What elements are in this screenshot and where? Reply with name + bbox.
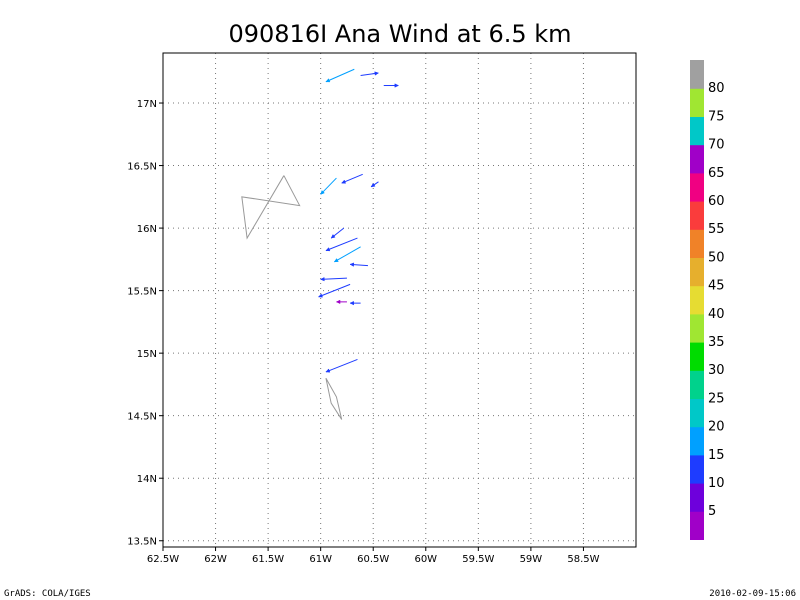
wind-vector	[349, 262, 369, 267]
colorbar: 5 10 15 20 25 30 35 40 45 50 55 60 65 70 75 80	[690, 60, 725, 540]
colorbar-segment	[690, 285, 704, 315]
colorbar-segment	[690, 398, 704, 428]
y-axis-ticks: 13.5N 14N 14.5N 15N 15.5N 16N 16.5N 17N	[127, 99, 163, 548]
colorbar-label: 20	[708, 420, 725, 435]
colorbar-label: 45	[708, 279, 725, 294]
x-tick-label: 62W	[204, 554, 227, 565]
x-tick-label: 59.5W	[462, 554, 494, 565]
footer-right: 2010-02-09-15:06	[709, 589, 796, 599]
x-tick-label: 58.5W	[567, 554, 599, 565]
wind-vector	[330, 227, 345, 239]
island-coastline	[325, 377, 343, 420]
colorbar-label: 55	[708, 222, 725, 237]
x-axis-ticks: 62.5W 62W 61.5W 61W 60.5W 60W 59.5W 59W 58.5W	[147, 547, 600, 565]
colorbar-segment	[690, 511, 704, 540]
wind-vector	[318, 283, 351, 298]
colorbar-label: 35	[708, 335, 725, 350]
wind-vector	[325, 68, 355, 83]
colorbar-label: 40	[708, 307, 725, 322]
colorbar-label: 10	[708, 476, 725, 491]
colorbar-segment	[690, 60, 704, 89]
wind-vector	[360, 71, 380, 77]
wind-vector	[325, 237, 358, 252]
colorbar-segment	[690, 313, 704, 343]
colorbar-segment	[690, 229, 704, 258]
colorbar-label: 80	[708, 81, 725, 96]
colorbar-label: 65	[708, 166, 725, 181]
plot-frame	[162, 52, 637, 548]
colorbar-segment	[690, 144, 704, 174]
colorbar-label: 70	[708, 138, 725, 153]
y-tick-label: 14.5N	[127, 412, 157, 423]
y-tick-label: 15N	[137, 349, 157, 360]
x-tick-label: 60W	[414, 554, 437, 565]
y-tick-label: 16N	[137, 224, 157, 235]
wind-vector	[349, 300, 361, 306]
y-tick-label: 15.5N	[127, 287, 157, 298]
y-tick-label: 16.5N	[127, 162, 157, 173]
colorbar-segment	[690, 483, 704, 512]
wind-vector	[320, 277, 347, 282]
colorbar-label: 75	[708, 109, 725, 124]
x-tick-label: 60.5W	[357, 554, 389, 565]
footer-left: GrADS: COLA/IGES	[4, 589, 91, 599]
wind-vectors	[318, 68, 400, 373]
wind-vector	[325, 358, 358, 373]
x-tick-label: 59W	[520, 554, 543, 565]
colorbar-label: 60	[708, 194, 725, 209]
colorbar-label: 25	[708, 391, 725, 406]
colorbar-segment	[690, 426, 704, 456]
colorbar-segment	[690, 88, 704, 117]
y-tick-label: 14N	[137, 474, 157, 485]
wind-vector	[335, 299, 347, 305]
colorbar-segment	[690, 342, 704, 371]
colorbar-segment	[690, 370, 704, 399]
colorbar-segment	[690, 116, 704, 146]
chart-title: 090816I Ana Wind at 6.5 km	[228, 20, 571, 48]
grid-lines	[163, 53, 636, 547]
coastlines	[241, 175, 343, 420]
colorbar-segment	[690, 454, 704, 484]
colorbar-segment	[690, 257, 704, 287]
x-tick-label: 61W	[309, 554, 332, 565]
colorbar-segment	[690, 172, 704, 202]
colorbar-label: 5	[708, 504, 716, 519]
colorbar-segment	[690, 201, 704, 230]
wind-vector	[333, 246, 361, 263]
wind-vector	[370, 181, 379, 188]
colorbar-label: 30	[708, 363, 725, 378]
colorbar-label: 50	[708, 250, 725, 265]
wind-vector	[341, 173, 363, 184]
colorbar-label: 15	[708, 448, 725, 463]
x-tick-label: 61.5W	[252, 554, 284, 565]
y-tick-label: 13.5N	[127, 537, 157, 548]
wind-vector	[383, 83, 400, 88]
x-tick-label: 62.5W	[147, 554, 179, 565]
wind-vector	[320, 177, 337, 195]
island-coastline	[241, 175, 301, 240]
y-tick-label: 17N	[137, 99, 157, 110]
